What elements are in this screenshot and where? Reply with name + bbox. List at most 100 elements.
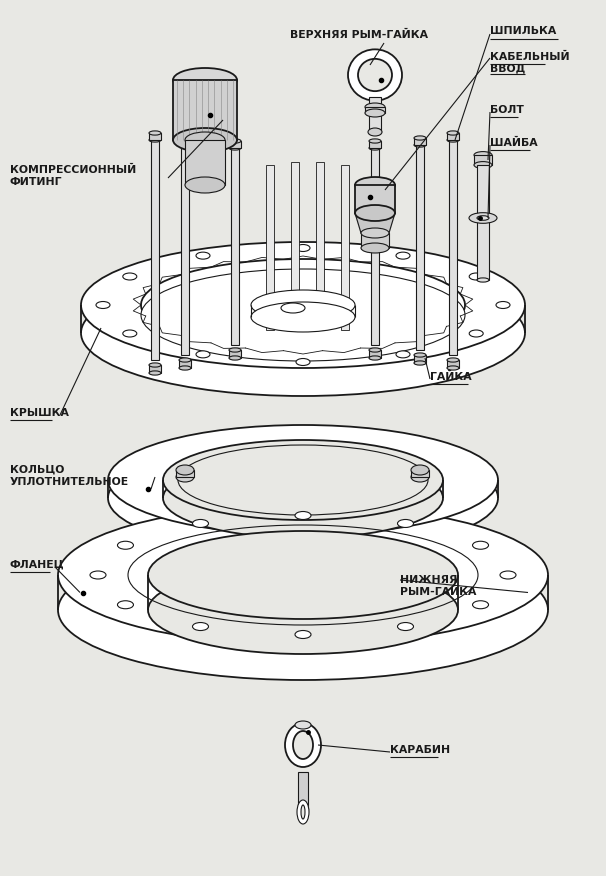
Bar [361,233,389,248]
Ellipse shape [295,721,311,729]
Bar [414,138,426,145]
Ellipse shape [396,252,410,259]
Bar [365,107,385,113]
Bar [298,772,308,812]
Ellipse shape [348,49,402,101]
Bar [179,360,191,368]
Ellipse shape [365,109,385,117]
Ellipse shape [411,472,429,482]
Ellipse shape [148,531,458,619]
Ellipse shape [196,252,210,259]
Ellipse shape [118,541,133,549]
Text: КОМПРЕССИОННЫЙ
ФИТИНГ: КОМПРЕССИОННЫЙ ФИТИНГ [10,165,136,187]
Ellipse shape [469,273,483,280]
Ellipse shape [163,440,443,520]
Ellipse shape [179,143,191,147]
Ellipse shape [293,731,313,759]
Ellipse shape [477,278,489,282]
Bar [474,155,492,165]
Bar [449,140,457,355]
Ellipse shape [355,205,395,221]
Bar [341,165,349,330]
Ellipse shape [176,465,194,475]
Ellipse shape [229,139,241,143]
Ellipse shape [398,519,413,527]
Bar [176,470,194,477]
Ellipse shape [179,366,191,370]
Ellipse shape [369,356,381,360]
Ellipse shape [291,725,315,735]
Ellipse shape [141,269,465,361]
Ellipse shape [141,259,465,351]
Ellipse shape [297,800,309,824]
Ellipse shape [149,371,161,375]
Ellipse shape [251,290,355,320]
Ellipse shape [90,571,106,579]
Text: НИЖНЯЯ
РЫМ-ГАЙКА: НИЖНЯЯ РЫМ-ГАЙКА [400,575,476,597]
Bar [173,80,237,140]
Ellipse shape [163,458,443,538]
Ellipse shape [58,505,548,645]
Bar [299,730,307,742]
Ellipse shape [355,177,395,193]
Ellipse shape [81,242,525,368]
Bar [371,148,379,345]
Text: ГАЙКА: ГАЙКА [430,372,471,382]
Bar [416,145,424,350]
Ellipse shape [477,215,489,220]
Ellipse shape [285,723,321,767]
Ellipse shape [369,139,381,143]
Ellipse shape [148,566,458,654]
Bar [411,470,429,477]
Bar [369,141,381,148]
Ellipse shape [500,571,516,579]
Ellipse shape [473,541,488,549]
Text: КРЫШКА: КРЫШКА [10,408,69,418]
Ellipse shape [149,138,161,142]
Ellipse shape [473,601,488,609]
Ellipse shape [447,131,459,135]
Ellipse shape [368,128,382,136]
Ellipse shape [123,273,137,280]
Bar [477,165,489,280]
Bar [149,365,161,373]
Bar [369,350,381,358]
Ellipse shape [229,348,241,352]
Ellipse shape [185,132,225,148]
Ellipse shape [296,358,310,365]
Ellipse shape [281,303,305,313]
Text: КАБЕЛЬНЫЙ
ВВОД: КАБЕЛЬНЫЙ ВВОД [490,52,570,74]
Bar [291,162,299,330]
Ellipse shape [149,363,161,367]
Ellipse shape [196,351,210,358]
Bar [447,133,459,140]
Ellipse shape [398,623,413,631]
Text: КОЛЬЦО
УПЛОТНИТЕЛЬНОЕ: КОЛЬЦО УПЛОТНИТЕЛЬНОЕ [10,465,129,486]
Ellipse shape [369,348,381,352]
Bar [414,355,426,363]
Text: ВЕРХНЯЯ РЫМ-ГАЙКА: ВЕРХНЯЯ РЫМ-ГАЙКА [290,30,428,40]
Ellipse shape [58,540,548,680]
Ellipse shape [193,519,208,527]
Ellipse shape [179,358,191,362]
Bar [266,165,274,330]
Ellipse shape [414,143,426,147]
Ellipse shape [369,146,381,150]
Ellipse shape [447,358,459,362]
Ellipse shape [447,138,459,142]
Bar [231,148,239,345]
Ellipse shape [229,356,241,360]
Ellipse shape [108,443,498,553]
Bar [149,133,161,140]
Ellipse shape [179,136,191,140]
Ellipse shape [396,351,410,358]
Ellipse shape [173,68,237,92]
Ellipse shape [295,512,311,519]
Ellipse shape [496,301,510,308]
Bar [369,97,381,132]
Text: КАРАБИН: КАРАБИН [390,745,450,755]
Ellipse shape [301,805,305,819]
Ellipse shape [474,152,492,159]
Ellipse shape [469,213,497,223]
Ellipse shape [361,228,389,238]
